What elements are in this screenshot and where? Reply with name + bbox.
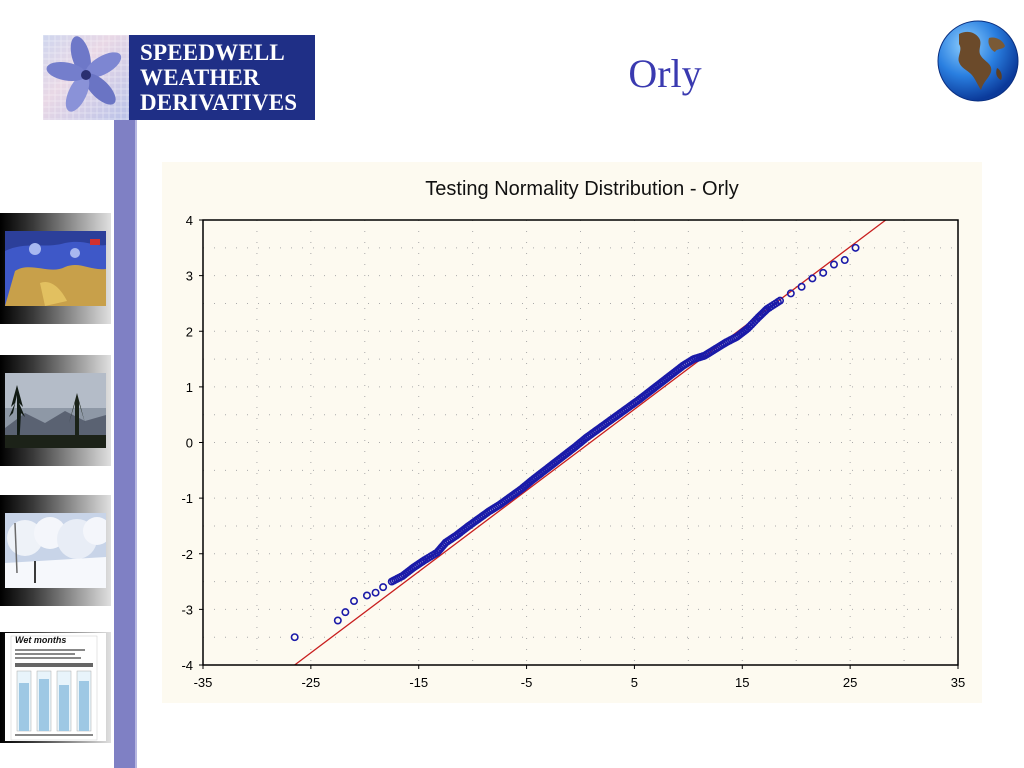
x-tick-label: 25	[843, 675, 857, 690]
x-tick-label: -15	[409, 675, 428, 690]
logo-line: WEATHER	[140, 65, 260, 90]
data-point	[603, 418, 612, 427]
data-point	[341, 608, 350, 617]
data-point	[362, 591, 371, 600]
data-point	[452, 531, 461, 540]
x-tick-label: -35	[194, 675, 213, 690]
data-point	[668, 370, 677, 379]
y-tick-label: 3	[186, 269, 193, 284]
data-point	[581, 434, 590, 443]
company-logo: SPEEDWELL WEATHER DERIVATIVES	[43, 35, 315, 120]
data-point	[290, 633, 299, 642]
data-point	[484, 507, 493, 516]
data-point	[614, 410, 623, 419]
logo-line: DERIVATIVES	[140, 90, 298, 115]
data-point	[786, 289, 795, 298]
data-point	[646, 386, 655, 395]
data-point	[538, 467, 547, 476]
x-tick-label: 15	[735, 675, 749, 690]
normality-chart: Testing Normality Distribution - Orly -3…	[181, 178, 965, 690]
data-point	[495, 500, 504, 509]
data-point	[797, 282, 806, 291]
logo-line: SPEEDWELL	[140, 40, 285, 65]
y-tick-label: 4	[186, 213, 193, 228]
wet-months-label: Wet months	[15, 635, 67, 645]
data-point	[474, 515, 483, 524]
x-tick-label: -5	[521, 675, 533, 690]
y-tick-label: 0	[186, 436, 193, 451]
data-point	[441, 538, 450, 547]
data-point	[463, 523, 472, 532]
chart-panel: Testing Normality Distribution - Orly -3…	[162, 162, 982, 703]
y-tick-label: -2	[181, 547, 193, 562]
data-point	[808, 274, 817, 283]
y-tick-label: -4	[181, 658, 193, 673]
data-point	[732, 332, 741, 341]
data-point	[350, 597, 359, 606]
sidebar-accent-bar	[114, 120, 135, 768]
chart-title: Testing Normality Distribution - Orly	[425, 178, 738, 200]
x-tick-label: 35	[951, 675, 965, 690]
data-point	[560, 451, 569, 460]
data-point	[592, 426, 601, 435]
plot-frame	[202, 219, 959, 666]
data-point	[420, 556, 429, 565]
data-point	[711, 345, 720, 354]
y-tick-label: 2	[186, 324, 193, 339]
slide-title: Orly	[628, 51, 702, 96]
data-point	[571, 442, 580, 451]
data-point	[506, 493, 515, 502]
data-point	[549, 459, 558, 468]
x-tick-label: -25	[301, 675, 320, 690]
y-tick-label: -3	[181, 602, 193, 617]
trees-sky-thumbnail	[0, 355, 111, 466]
data-point	[829, 260, 838, 269]
data-point	[689, 355, 698, 364]
data-point	[819, 268, 828, 277]
data-point	[763, 305, 772, 314]
data-point	[517, 485, 526, 494]
data-point	[754, 313, 763, 322]
y-tick-label: -1	[181, 491, 193, 506]
data-point	[635, 395, 644, 404]
data-point	[722, 338, 731, 347]
data-point	[527, 476, 536, 485]
y-tick-label: 1	[186, 380, 193, 395]
data-point	[398, 571, 407, 580]
sidebar-divider	[135, 120, 137, 768]
snow-trees-thumbnail	[0, 495, 111, 606]
wet-months-thumbnail: Wet months	[0, 632, 111, 743]
data-point	[333, 616, 342, 625]
data-point	[678, 361, 687, 370]
data-point	[379, 583, 388, 592]
x-tick-label: 5	[631, 675, 638, 690]
points-layer	[290, 243, 860, 642]
data-point	[371, 588, 380, 597]
data-point	[700, 351, 709, 360]
data-point	[776, 296, 785, 305]
globe-icon	[937, 20, 1019, 102]
data-point	[625, 402, 634, 411]
data-point	[409, 563, 418, 572]
data-point	[840, 256, 849, 265]
axis-layer: -35 -25 -15 -5 5 15 25 35 4 3 2 1 0 -1 -2 -3 -4	[181, 213, 965, 690]
data-point	[851, 243, 860, 252]
weather-map-thumbnail	[0, 213, 111, 324]
data-point	[433, 548, 442, 557]
data-point	[387, 577, 396, 586]
data-point	[743, 324, 752, 333]
flower-logo-icon	[43, 35, 129, 120]
data-point	[657, 378, 666, 387]
grid-layer	[203, 220, 958, 665]
